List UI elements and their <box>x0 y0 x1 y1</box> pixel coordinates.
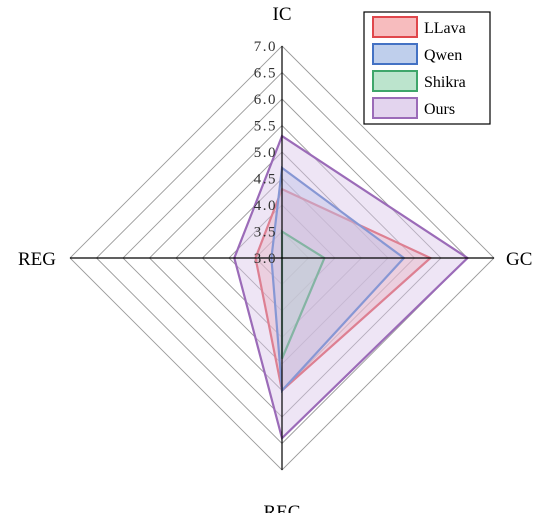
legend: LLava Qwen Shikra Ours <box>363 11 491 125</box>
legend-swatch-llava <box>372 16 418 38</box>
radar-series <box>233 134 470 441</box>
axis-labels: IC GC REC REG <box>18 4 532 513</box>
legend-swatch-ours <box>372 97 418 119</box>
radar-axes <box>70 46 494 470</box>
legend-swatch-qwen <box>372 43 418 65</box>
legend-label-ours: Ours <box>424 101 455 118</box>
tick-label: 5.0 <box>254 145 277 161</box>
axis-label-reg: REG <box>18 249 56 270</box>
tick-label: 4.0 <box>254 198 277 214</box>
legend-label-shikra: Shikra <box>424 74 466 91</box>
axis-label-gc: GC <box>506 249 532 270</box>
axis-label-rec: REC <box>264 502 301 513</box>
tick-label: 7.0 <box>254 39 277 55</box>
axis-label-ic: IC <box>273 4 292 25</box>
tick-label: 4.5 <box>254 172 277 188</box>
tick-label: 3.5 <box>254 225 277 241</box>
tick-label: 6.5 <box>254 66 277 82</box>
tick-label: 5.5 <box>254 119 277 135</box>
tick-label: 3.0 <box>254 251 277 267</box>
radial-tick-labels: 3.0 3.5 4.0 4.5 5.0 5.5 6.0 6.5 7.0 <box>254 39 277 267</box>
legend-label-llava: LLava <box>424 20 466 37</box>
tick-label: 6.0 <box>254 92 277 108</box>
legend-swatch-shikra <box>372 70 418 92</box>
legend-label-qwen: Qwen <box>424 47 462 64</box>
